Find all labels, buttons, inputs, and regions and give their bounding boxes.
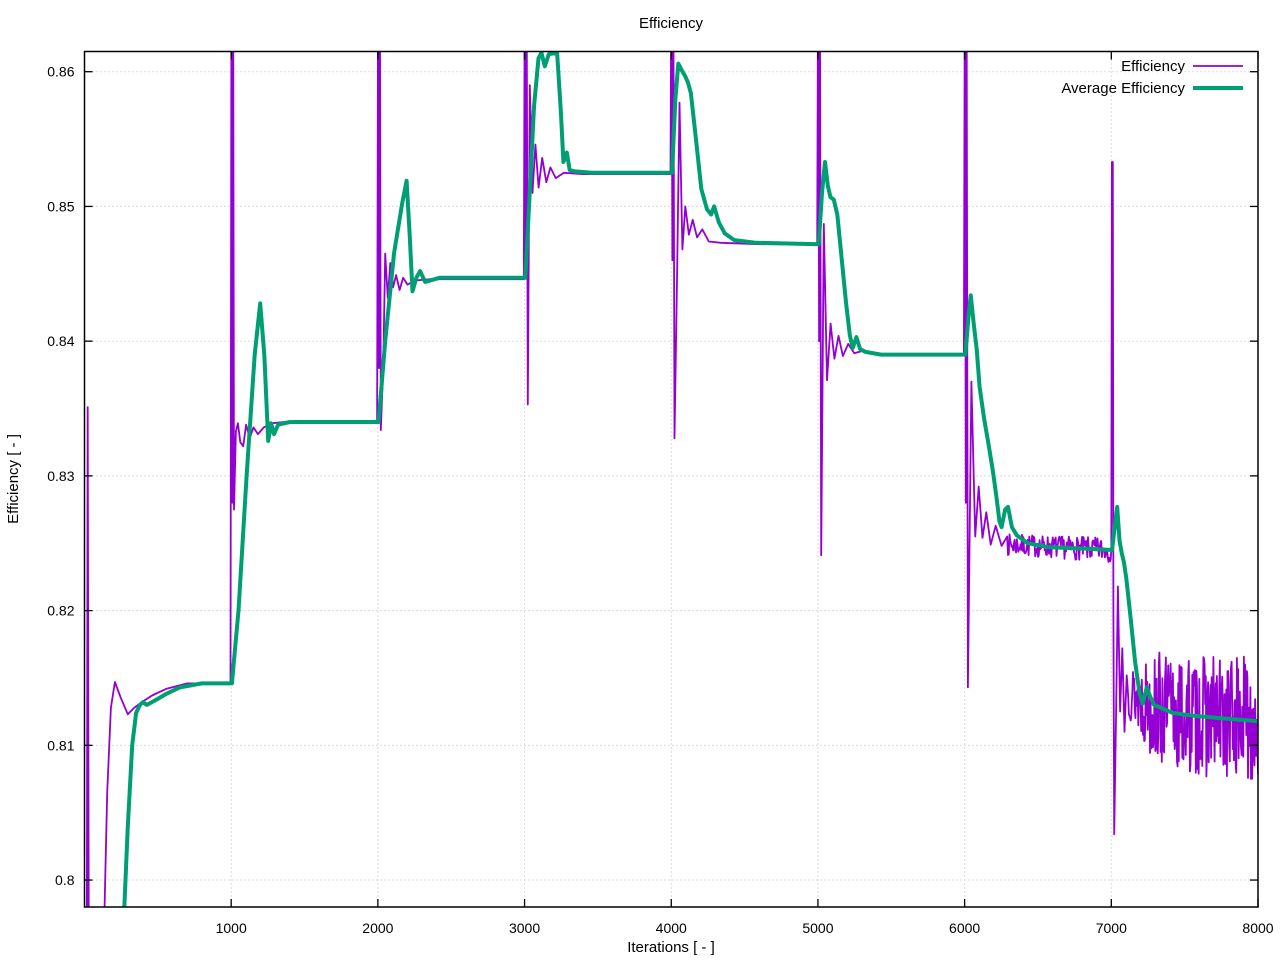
x-tick-label: 6000 xyxy=(949,920,980,936)
y-axis-label: Efficiency [ - ] xyxy=(5,434,22,524)
x-axis-label: Iterations [ - ] xyxy=(627,939,715,956)
grid xyxy=(84,51,1259,907)
y-tick-label: 0.8 xyxy=(55,872,75,888)
y-tick-label: 0.83 xyxy=(47,468,74,484)
y-tick-label: 0.85 xyxy=(47,198,74,214)
x-tick-label: 1000 xyxy=(216,920,247,936)
x-tick-label: 8000 xyxy=(1242,920,1273,936)
y-tick-label: 0.84 xyxy=(47,333,74,349)
x-tick-label: 2000 xyxy=(362,920,393,936)
plot-frame xyxy=(83,50,1259,908)
legend-item-average-efficiency: Average Efficiency xyxy=(1061,80,1243,97)
tick-labels: 1000 2000 3000 4000 5000 6000 7000 8000 0.8 0.81 0… xyxy=(47,64,1274,936)
y-tick-label: 0.86 xyxy=(47,64,74,80)
y-tick-label: 0.81 xyxy=(47,737,74,753)
series xyxy=(85,51,1258,907)
legend-label: Efficiency xyxy=(1121,58,1185,75)
x-tick-label: 4000 xyxy=(656,920,687,936)
x-tick-label: 7000 xyxy=(1096,920,1127,936)
series-line-average-efficiency xyxy=(122,51,1258,907)
chart-title: Efficiency xyxy=(639,15,703,32)
x-tick-label: 5000 xyxy=(802,920,833,936)
y-tick-label: 0.82 xyxy=(47,603,74,619)
legend-item-efficiency: Efficiency xyxy=(1121,58,1243,75)
legend-label: Average Efficiency xyxy=(1061,80,1185,97)
x-tick-label: 3000 xyxy=(509,920,540,936)
legend: Efficiency Average Efficiency xyxy=(1061,58,1243,97)
